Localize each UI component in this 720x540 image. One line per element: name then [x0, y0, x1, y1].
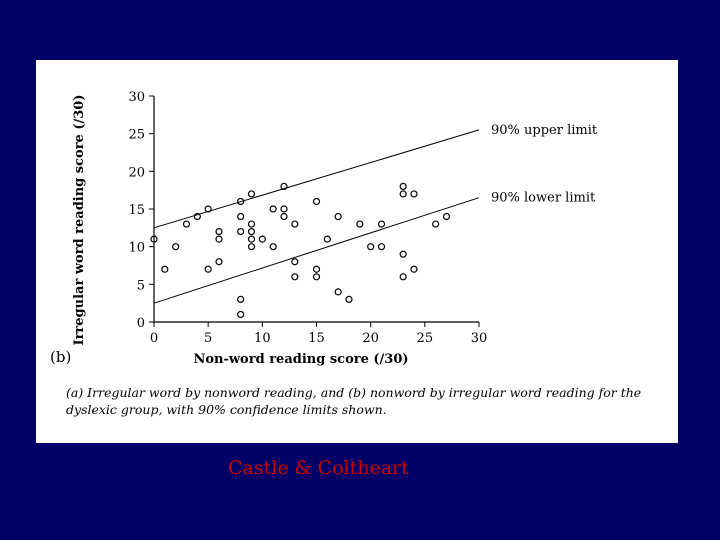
data-point [291, 258, 299, 266]
data-point [291, 273, 299, 281]
data-point [247, 190, 256, 198]
data-point [204, 265, 212, 273]
x-tick-label: 0 [150, 331, 158, 346]
data-point [182, 220, 191, 228]
data-point [377, 243, 386, 251]
data-point [291, 220, 299, 228]
data-point [237, 212, 245, 221]
data-point [258, 235, 266, 243]
data-point [247, 243, 256, 251]
data-point [334, 288, 342, 296]
data-point [237, 295, 245, 303]
data-point [312, 265, 321, 273]
data-point [172, 243, 180, 251]
figure-image: 0 5 10 15 20 25 30 0 5 10 15 20 25 30 90% upper limit… [36, 60, 678, 443]
x-tick-label: 15 [308, 331, 325, 346]
y-axis-label: Irregular word reading score (/30) [72, 95, 87, 346]
data-point [280, 182, 288, 191]
data-point [432, 220, 440, 228]
upper-limit-label: 90% upper limit [491, 123, 598, 138]
data-point [204, 205, 212, 213]
data-point [345, 295, 353, 303]
data-point [312, 197, 321, 206]
data-point [367, 243, 375, 251]
data-point [334, 212, 342, 221]
y-tick-label: 20 [128, 165, 145, 180]
data-point [215, 228, 223, 236]
data-point [280, 205, 288, 213]
data-point [247, 235, 256, 243]
data-point [269, 205, 277, 213]
chart-axes [153, 96, 479, 323]
data-point [215, 235, 223, 243]
panel-label: (b) [50, 348, 71, 366]
y-tick-label: 10 [128, 241, 145, 256]
data-point [323, 235, 331, 243]
y-tick-label: 0 [137, 316, 145, 331]
data-point [442, 212, 451, 221]
y-tick-label: 5 [137, 278, 145, 293]
data-point [410, 190, 418, 198]
x-tick-label: 20 [362, 331, 379, 346]
data-point [215, 258, 223, 266]
x-axis-label: Non-word reading score (/30) [193, 352, 408, 367]
data-point [247, 228, 256, 236]
y-tick-label: 25 [128, 128, 145, 143]
data-point [280, 212, 288, 221]
x-tick-label: 10 [254, 331, 271, 346]
data-point [410, 265, 418, 273]
data-point [399, 250, 407, 258]
data-point [150, 235, 158, 243]
caption-line-1: (a) Irregular word by nonword reading, a… [66, 385, 641, 400]
x-tick-label: 25 [417, 331, 434, 346]
credit-text: Castle & Coltheart [228, 457, 409, 479]
data-point [399, 273, 407, 281]
x-tick-label: 30 [471, 331, 488, 346]
data-point [399, 190, 407, 198]
data-point [237, 310, 245, 319]
data-point [269, 243, 277, 251]
data-point [377, 220, 386, 228]
data-point [237, 197, 245, 206]
y-tick-label: 15 [128, 203, 145, 218]
data-point [312, 273, 321, 281]
caption-line-2: dyslexic group, with 90% confidence limi… [66, 402, 387, 417]
data-point [399, 182, 407, 191]
data-point [237, 228, 245, 236]
lower-limit-line [153, 197, 480, 304]
scatter-chart: 0 5 10 15 20 25 30 0 5 10 15 20 25 30 90% upper limit… [50, 90, 641, 417]
lower-limit-label: 90% lower limit [491, 191, 596, 206]
data-point [247, 220, 256, 228]
data-point [193, 212, 201, 221]
data-point [161, 265, 169, 273]
y-tick-label: 30 [128, 90, 145, 105]
x-tick-label: 5 [204, 331, 212, 346]
data-point [356, 220, 364, 228]
